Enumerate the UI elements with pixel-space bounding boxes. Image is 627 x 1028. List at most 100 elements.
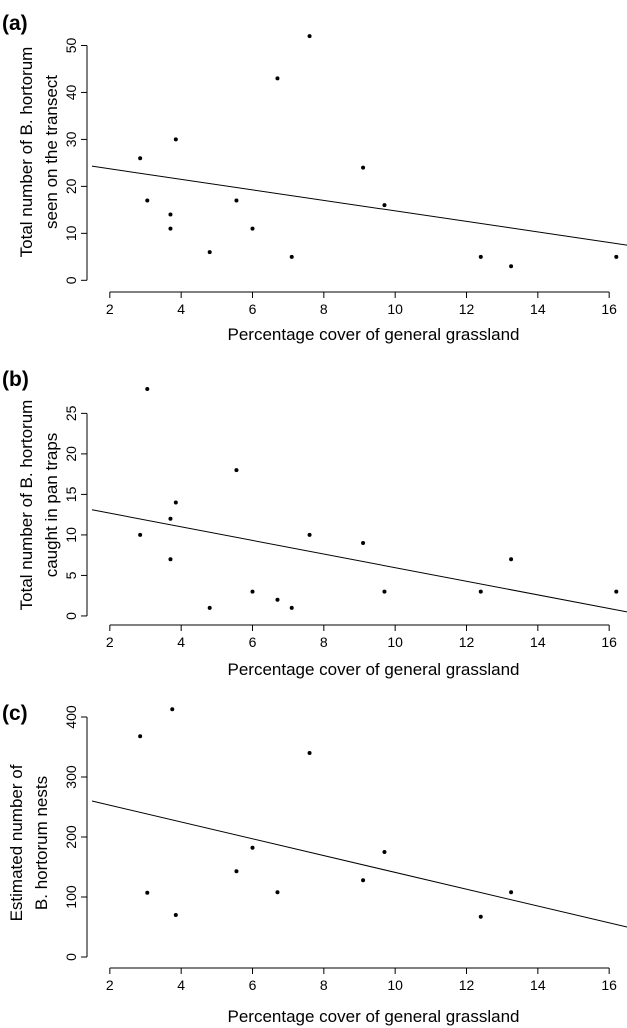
y-tick-label: 200 xyxy=(63,825,79,849)
data-point xyxy=(509,264,514,269)
x-axis-title: Percentage cover of general grassland xyxy=(227,660,519,679)
chart-panel-0: (a) 2 4 6 8 10 12 14 16 0 10 20 30 40 50 Percentage cov… xyxy=(2,12,627,344)
data-point xyxy=(170,707,175,712)
x-tick-label: 8 xyxy=(320,634,328,650)
data-point xyxy=(275,76,280,81)
data-point xyxy=(275,597,280,602)
data-point xyxy=(207,250,212,255)
x-tick-label: 12 xyxy=(459,301,475,317)
y-tick-label: 5 xyxy=(63,571,79,579)
x-tick-label: 8 xyxy=(320,301,328,317)
data-point xyxy=(361,541,366,546)
x-tick-label: 4 xyxy=(177,301,185,317)
data-point xyxy=(234,468,239,473)
data-point xyxy=(289,254,294,259)
data-point xyxy=(234,869,239,874)
regression-line xyxy=(91,800,627,928)
x-axis-title: Percentage cover of general grassland xyxy=(227,325,519,344)
data-point xyxy=(478,254,483,259)
data-point xyxy=(207,605,212,610)
regression-line xyxy=(91,509,627,613)
data-point xyxy=(168,212,173,217)
x-tick-label: 16 xyxy=(601,977,617,993)
data-point xyxy=(307,532,312,537)
data-point xyxy=(250,845,255,850)
y-tick-label: 50 xyxy=(63,37,79,53)
data-point xyxy=(478,589,483,594)
data-point xyxy=(307,751,312,755)
data-point xyxy=(138,734,143,739)
x-tick-label: 10 xyxy=(387,977,403,993)
x-tick-label: 2 xyxy=(106,634,114,650)
data-point xyxy=(145,387,150,392)
y-axis-title: caught in pan traps xyxy=(42,433,61,578)
y-tick-label: 15 xyxy=(63,486,79,502)
y-tick-label: 25 xyxy=(63,405,79,421)
y-tick-label: 300 xyxy=(63,765,79,789)
y-tick-label: 20 xyxy=(63,178,79,194)
data-point xyxy=(614,254,619,259)
y-tick-label: 10 xyxy=(63,527,79,543)
data-point xyxy=(168,226,173,231)
data-point xyxy=(382,203,387,208)
data-point xyxy=(382,589,387,594)
data-point xyxy=(478,914,483,919)
x-tick-label: 6 xyxy=(249,977,257,993)
data-point xyxy=(289,605,294,610)
data-point xyxy=(173,137,178,142)
regression-line xyxy=(91,165,627,246)
data-point xyxy=(145,198,150,203)
x-tick-label: 12 xyxy=(459,977,475,993)
x-tick-label: 4 xyxy=(177,977,185,993)
data-point xyxy=(509,890,514,895)
data-point xyxy=(614,589,619,594)
chart-panel-2: (c) 2 4 6 8 10 12 14 16 0 100 200 300 400 Percentage c… xyxy=(2,702,627,1026)
data-point xyxy=(361,878,366,883)
data-point xyxy=(168,557,173,562)
x-tick-label: 8 xyxy=(320,977,328,993)
x-tick-label: 16 xyxy=(601,301,617,317)
x-tick-label: 10 xyxy=(387,301,403,317)
x-tick-label: 2 xyxy=(106,301,114,317)
y-tick-label: 20 xyxy=(63,446,79,462)
data-point xyxy=(168,516,173,521)
data-point xyxy=(250,589,255,594)
x-tick-label: 14 xyxy=(530,634,546,650)
data-point xyxy=(509,557,514,562)
x-tick-label: 10 xyxy=(387,634,403,650)
data-point xyxy=(138,532,143,537)
x-tick-label: 12 xyxy=(459,634,475,650)
y-tick-label: 400 xyxy=(63,705,79,729)
y-axis-title: Total number of B. hortorum xyxy=(17,400,36,611)
panel-label: (b) xyxy=(2,368,29,391)
x-tick-label: 14 xyxy=(530,977,546,993)
data-point xyxy=(307,34,312,39)
y-tick-label: 100 xyxy=(63,885,79,909)
x-tick-label: 6 xyxy=(249,634,257,650)
x-tick-label: 6 xyxy=(249,301,257,317)
x-tick-label: 14 xyxy=(530,301,546,317)
data-point xyxy=(382,850,387,854)
data-point xyxy=(145,890,150,895)
data-point xyxy=(173,913,178,917)
data-point xyxy=(361,165,366,170)
data-point xyxy=(250,226,255,231)
y-axis-title: Estimated number of xyxy=(7,764,26,921)
x-tick-label: 2 xyxy=(106,977,114,993)
x-axis-title: Percentage cover of general grassland xyxy=(227,1007,519,1026)
x-tick-label: 4 xyxy=(177,634,185,650)
data-point xyxy=(234,198,239,203)
y-tick-label: 10 xyxy=(63,225,79,241)
data-point xyxy=(138,156,143,161)
panel-label: (a) xyxy=(2,12,28,35)
chart-panel-1: (b) 2 4 6 8 10 12 14 16 0 5 10 15 20 25 Percentage cove… xyxy=(2,368,627,679)
y-tick-label: 40 xyxy=(63,84,79,100)
data-point xyxy=(275,890,280,895)
y-axis-title: B. hortorum nests xyxy=(32,776,51,910)
y-axis-title: seen on the transect xyxy=(42,75,61,229)
x-tick-label: 16 xyxy=(601,634,617,650)
y-tick-label: 30 xyxy=(63,131,79,147)
y-tick-label: 0 xyxy=(63,612,79,620)
y-axis-title: Total number of B. hortorum xyxy=(17,47,36,258)
